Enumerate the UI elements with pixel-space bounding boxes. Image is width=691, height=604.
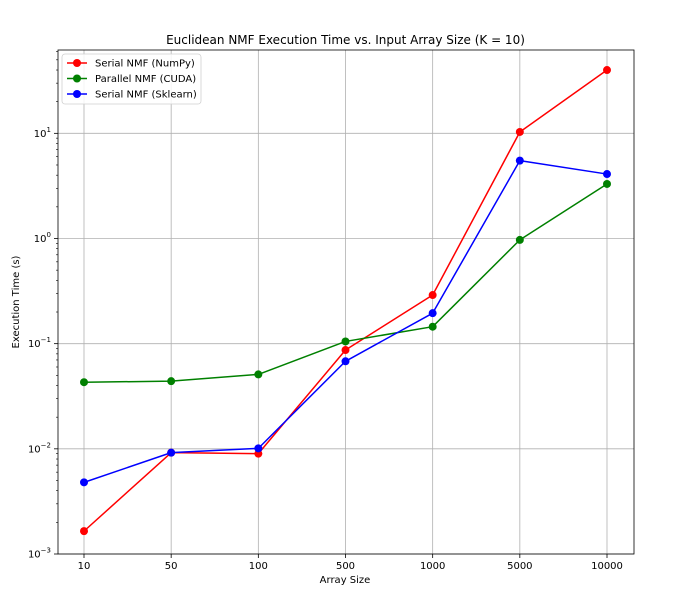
data-point-parallel-nmf-cuda [80, 378, 88, 387]
y-tick-label: 10−1 [28, 336, 51, 350]
x-axis-ticks: 10 50 100 500 1000 5000 10000 [78, 554, 623, 572]
legend-label: Serial NMF (NumPy) [95, 59, 195, 70]
y-tick-label: 10−3 [28, 547, 51, 561]
legend-marker [73, 74, 81, 83]
data-point-parallel-nmf-cuda [603, 179, 611, 188]
y-tick-label: 100 [34, 231, 51, 245]
y-axis-label: Execution Time (s) [11, 255, 22, 348]
legend-label: Parallel NMF (CUDA) [95, 74, 196, 85]
data-point-serial-nmf-sklearn [80, 478, 88, 487]
data-point-serial-nmf-numpy [80, 527, 88, 536]
x-tick-label: 1000 [420, 561, 445, 572]
series-layer [80, 66, 611, 536]
data-point-parallel-nmf-cuda [167, 377, 176, 386]
data-point-serial-nmf-sklearn [254, 444, 263, 453]
chart-title: Euclidean NMF Execution Time vs. Input A… [166, 33, 525, 47]
data-point-parallel-nmf-cuda [341, 337, 350, 346]
plot-frame [57, 49, 635, 555]
data-point-parallel-nmf-cuda [515, 235, 524, 244]
legend-box [61, 53, 202, 105]
legend: Serial NMF (NumPy) Parallel NMF (CUDA) Ser… [61, 53, 202, 105]
data-point-serial-nmf-sklearn [167, 448, 176, 457]
plot-area [58, 50, 634, 554]
x-tick-label: 5000 [507, 561, 532, 572]
y-tick-label: 101 [34, 126, 51, 140]
data-point-serial-nmf-numpy [515, 127, 524, 136]
data-point-serial-nmf-sklearn [428, 309, 437, 318]
legend-label: Serial NMF (Sklearn) [95, 90, 197, 101]
data-point-parallel-nmf-cuda [428, 322, 437, 331]
data-point-serial-nmf-numpy [341, 346, 350, 355]
legend-marker [73, 90, 81, 98]
data-point-serial-nmf-numpy [603, 66, 611, 75]
data-point-parallel-nmf-cuda [254, 370, 263, 379]
y-tick-label: 10−2 [28, 441, 51, 455]
x-tick-label: 10 [78, 561, 91, 572]
x-tick-label: 500 [336, 561, 355, 572]
legend-marker [73, 59, 81, 67]
data-point-serial-nmf-sklearn [603, 170, 611, 179]
y-axis-ticks: 10−3 10−2 10−1 100 101 [28, 51, 58, 561]
data-point-serial-nmf-sklearn [341, 357, 350, 366]
x-tick-label: 50 [165, 561, 178, 572]
data-point-serial-nmf-numpy [428, 291, 437, 300]
x-axis-label: Array Size [320, 575, 371, 586]
x-tick-label: 100 [249, 561, 268, 572]
data-point-serial-nmf-sklearn [515, 156, 524, 165]
x-tick-label: 10000 [591, 561, 623, 572]
